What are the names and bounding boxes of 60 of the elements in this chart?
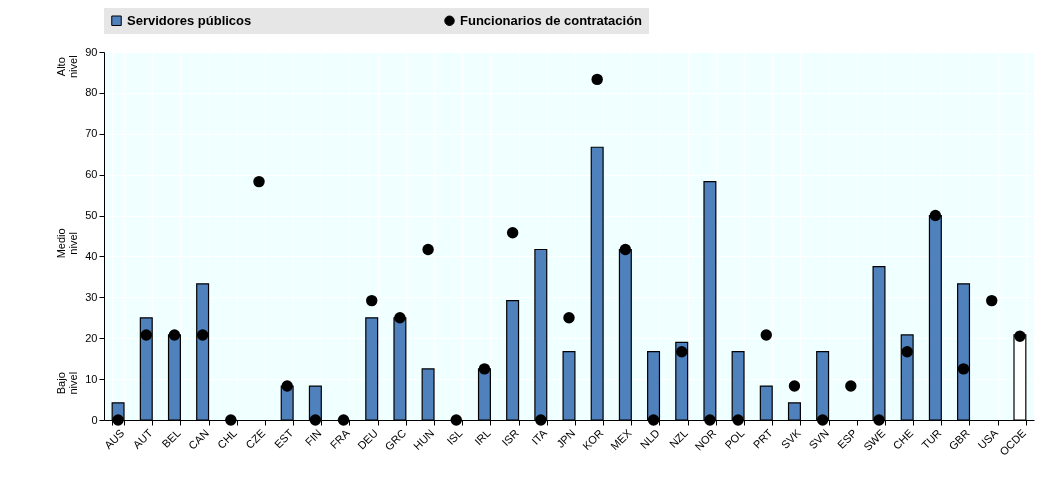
point	[788, 380, 801, 392]
point	[845, 380, 857, 392]
point	[140, 329, 152, 341]
x-tick-label: TUR	[919, 426, 944, 452]
point	[225, 414, 237, 426]
y-tick-label: 50	[85, 209, 98, 222]
point	[168, 329, 181, 341]
point	[873, 414, 885, 426]
point	[704, 414, 716, 426]
x-tick-label: CHL	[215, 426, 240, 451]
point	[394, 312, 406, 324]
point	[366, 294, 378, 307]
point	[450, 414, 462, 426]
point	[619, 243, 632, 256]
point	[986, 294, 998, 307]
x-tick-label: ITA	[529, 426, 550, 447]
y-tick-label: 40	[85, 249, 98, 262]
point	[309, 414, 322, 426]
y-tick-label: 0	[91, 413, 98, 426]
point	[732, 414, 744, 426]
x-tick-label: POL	[722, 426, 747, 451]
x-tick-label: ISL	[444, 426, 465, 447]
point	[676, 346, 688, 358]
point	[760, 329, 772, 341]
x-tick-label: NZL	[666, 426, 691, 450]
y-tick-label: 10	[85, 372, 98, 385]
point	[816, 414, 829, 426]
y-tick-label: 70	[85, 127, 98, 140]
legend-label: Servidores públicos	[127, 12, 252, 28]
y-tick-label: 20	[85, 331, 98, 344]
point	[196, 329, 209, 341]
point	[647, 414, 660, 426]
point	[253, 175, 265, 188]
text: Bajo nivel	[55, 371, 79, 395]
x-tick-label: USA	[975, 426, 1001, 452]
x-tick-label: BEL	[159, 426, 183, 450]
x-tick-label: FRA	[327, 426, 353, 451]
point	[591, 73, 603, 86]
text: Alto nivel	[55, 55, 79, 79]
legend-label: Funcionarios de contratación	[460, 12, 643, 28]
point	[281, 380, 293, 392]
point	[422, 243, 434, 256]
text: Medio nivel	[55, 228, 79, 259]
x-tick-label: IRL	[472, 426, 493, 448]
point	[901, 346, 913, 358]
y-tick-label: 90	[85, 45, 98, 58]
y-tick-label: 60	[85, 168, 98, 181]
point	[337, 414, 350, 426]
y-tick-label: 80	[85, 86, 98, 99]
y-tick-label: 30	[85, 290, 98, 303]
point	[957, 363, 970, 375]
x-tick-label: FIN	[302, 426, 324, 448]
point	[112, 414, 124, 426]
point	[563, 312, 575, 324]
point	[535, 414, 547, 426]
point	[506, 227, 519, 239]
point	[478, 363, 491, 375]
point	[929, 209, 942, 222]
x-tick-label: ISR	[499, 426, 521, 449]
point	[1014, 330, 1026, 342]
